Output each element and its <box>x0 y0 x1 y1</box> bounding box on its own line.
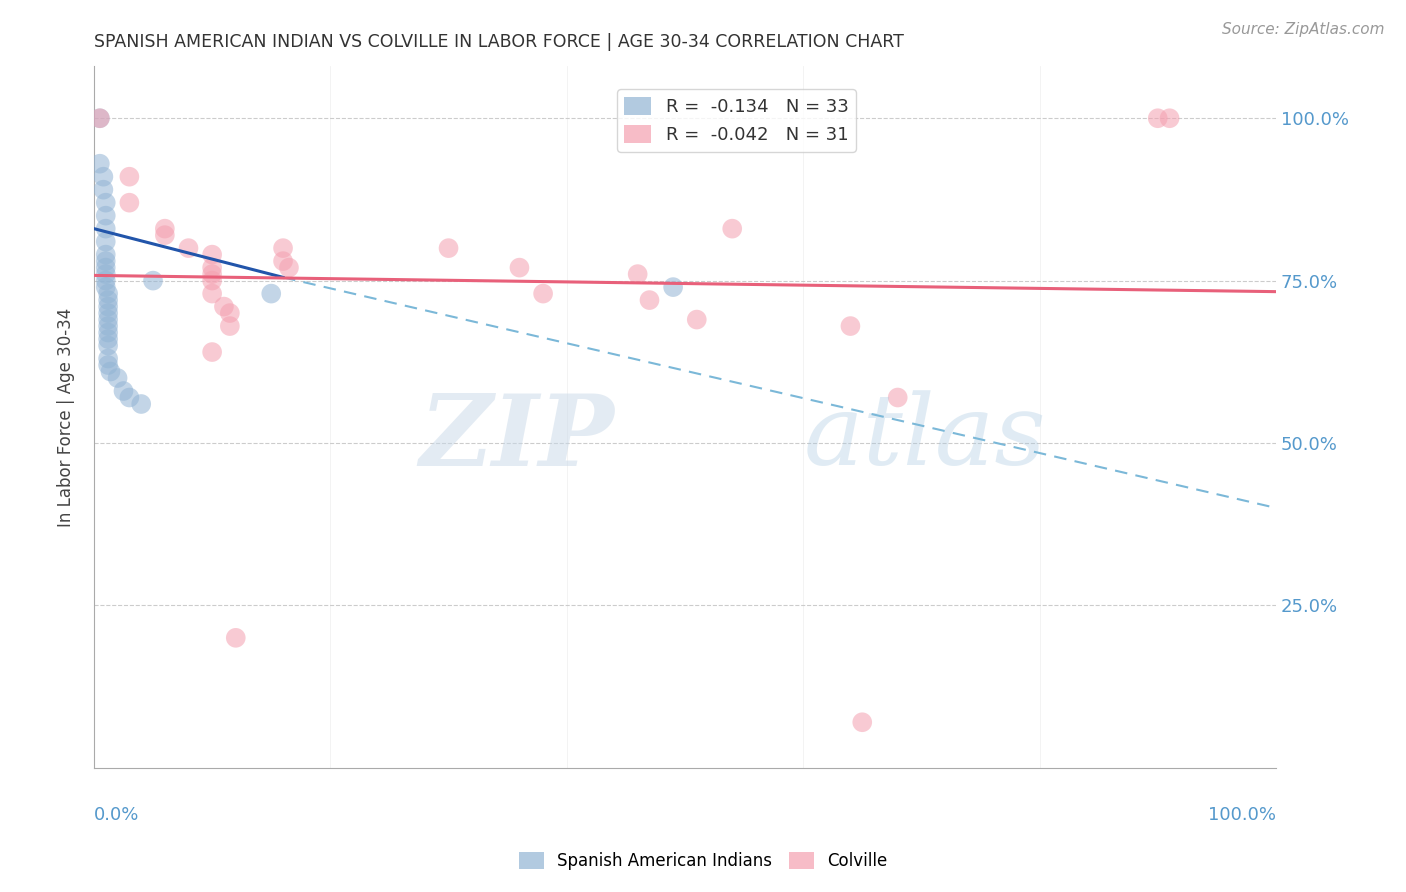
Point <box>97 312 120 326</box>
Point <box>1146 112 1168 126</box>
Point <box>97 358 120 372</box>
Point <box>260 286 283 301</box>
Point <box>118 169 141 184</box>
Point <box>97 293 120 307</box>
Point <box>153 228 176 243</box>
Text: atlas: atlas <box>803 391 1046 485</box>
Text: ZIP: ZIP <box>419 390 614 486</box>
Point <box>94 195 117 210</box>
Point <box>97 326 120 340</box>
Point <box>201 286 224 301</box>
Point <box>212 300 235 314</box>
Point <box>201 247 224 261</box>
Point <box>129 397 152 411</box>
Point <box>118 195 141 210</box>
Text: 0.0%: 0.0% <box>94 806 139 824</box>
Point <box>94 254 117 268</box>
Point <box>97 338 120 352</box>
Point <box>89 112 111 126</box>
Point <box>94 209 117 223</box>
Point <box>97 351 120 366</box>
Point <box>112 384 135 398</box>
Point <box>153 221 176 235</box>
Point <box>686 312 709 326</box>
Point <box>97 300 120 314</box>
Text: Source: ZipAtlas.com: Source: ZipAtlas.com <box>1222 22 1385 37</box>
Point <box>271 254 294 268</box>
Point <box>97 332 120 346</box>
Point <box>89 157 111 171</box>
Point <box>107 371 129 385</box>
Point <box>437 241 460 255</box>
Point <box>271 241 294 255</box>
Point <box>177 241 200 255</box>
Point <box>201 260 224 275</box>
Point <box>201 345 224 359</box>
Point <box>201 274 224 288</box>
Text: 100.0%: 100.0% <box>1208 806 1277 824</box>
Point <box>638 293 661 307</box>
Point <box>97 306 120 320</box>
Point <box>94 247 117 261</box>
Point <box>627 267 650 281</box>
Point <box>94 235 117 249</box>
Point <box>851 715 873 730</box>
Point <box>662 280 685 294</box>
Point <box>94 267 117 281</box>
Point <box>93 169 115 184</box>
Point <box>94 280 117 294</box>
Point <box>721 221 744 235</box>
Point <box>531 286 554 301</box>
Text: SPANISH AMERICAN INDIAN VS COLVILLE IN LABOR FORCE | AGE 30-34 CORRELATION CHART: SPANISH AMERICAN INDIAN VS COLVILLE IN L… <box>94 33 904 51</box>
Point <box>89 112 111 126</box>
Point <box>278 260 301 275</box>
Legend: Spanish American Indians, Colville: Spanish American Indians, Colville <box>512 845 894 877</box>
Point <box>94 260 117 275</box>
Point <box>93 183 115 197</box>
Point <box>886 391 908 405</box>
Point <box>118 391 141 405</box>
Y-axis label: In Labor Force | Age 30-34: In Labor Force | Age 30-34 <box>58 308 75 526</box>
Point <box>97 286 120 301</box>
Point <box>201 267 224 281</box>
Point <box>142 274 165 288</box>
Point <box>100 365 122 379</box>
Point <box>839 319 862 334</box>
Legend: R =  -0.134   N = 33, R =  -0.042   N = 31: R = -0.134 N = 33, R = -0.042 N = 31 <box>617 89 856 152</box>
Point <box>94 221 117 235</box>
Point <box>218 319 240 334</box>
Point <box>508 260 530 275</box>
Point <box>218 306 240 320</box>
Point <box>1159 112 1181 126</box>
Point <box>225 631 247 645</box>
Point <box>97 319 120 334</box>
Point <box>94 274 117 288</box>
